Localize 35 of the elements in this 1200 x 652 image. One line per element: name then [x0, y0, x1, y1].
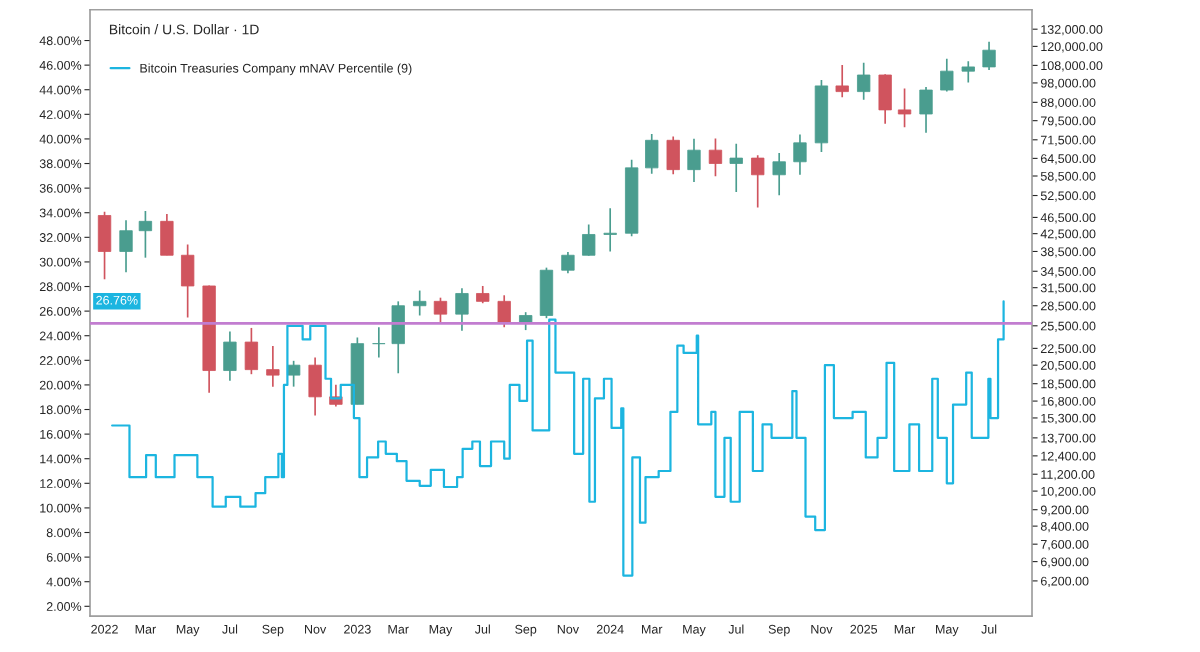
candlestick	[772, 152, 786, 197]
candlestick	[940, 58, 954, 93]
candlestick	[308, 356, 322, 417]
candlestick	[138, 210, 153, 259]
candlestick	[372, 326, 386, 359]
candlestick	[982, 40, 996, 71]
candlestick	[961, 60, 975, 84]
candlestick	[181, 243, 195, 319]
candlestick	[455, 287, 469, 332]
candlestick	[857, 61, 871, 101]
candlestick	[413, 289, 427, 317]
candlestick	[919, 86, 933, 134]
candlestick	[119, 219, 133, 274]
candlestick	[433, 296, 448, 325]
candlestick	[729, 142, 743, 193]
candlestick	[244, 327, 259, 376]
candlestick	[160, 213, 174, 257]
candlestick	[266, 345, 280, 388]
candlestick	[708, 137, 723, 178]
candlestick	[897, 87, 912, 129]
candlestick	[97, 210, 112, 281]
candlestick	[666, 135, 680, 175]
candlestick	[539, 266, 554, 320]
candlestick	[582, 223, 596, 257]
candlestick	[751, 154, 765, 209]
candlestick	[793, 133, 807, 176]
candlestick	[878, 73, 892, 125]
candlestick	[223, 330, 237, 382]
candlestick	[561, 251, 575, 275]
candlestick	[687, 137, 701, 183]
candlestick	[391, 300, 405, 375]
candlestick	[603, 207, 617, 253]
candlestick	[645, 133, 659, 175]
candlestick	[497, 294, 511, 329]
candlestick	[835, 64, 849, 99]
